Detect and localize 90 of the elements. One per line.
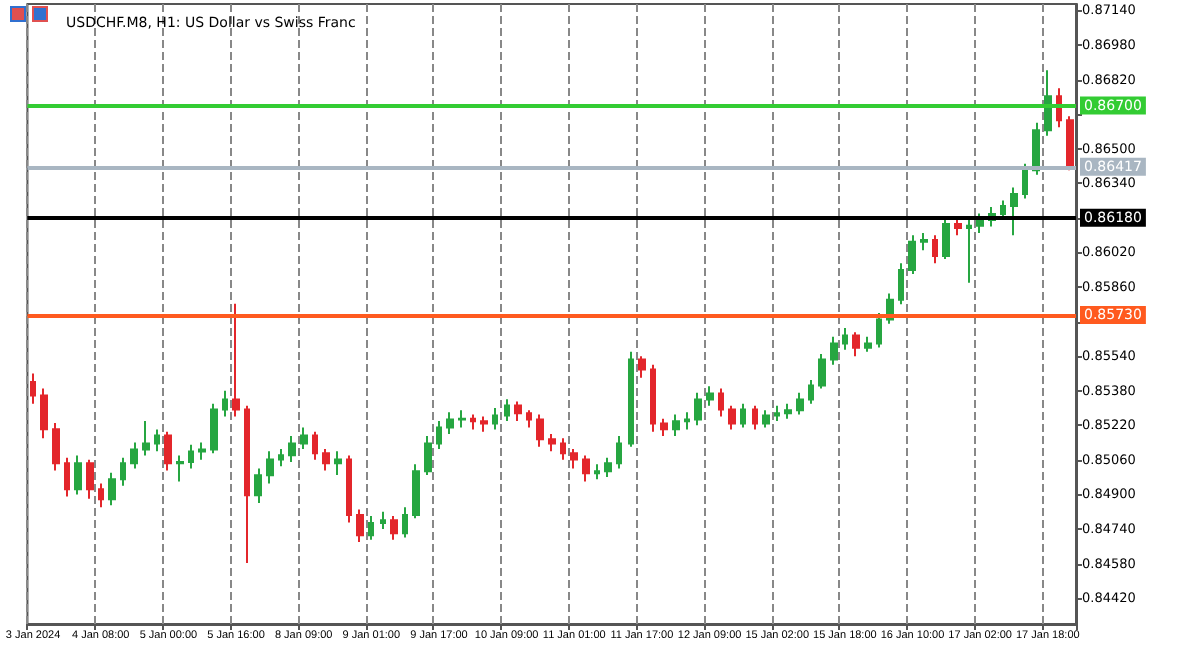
candlestick bbox=[762, 409, 770, 429]
candlestick bbox=[548, 432, 556, 453]
candlestick bbox=[718, 387, 724, 418]
candlestick bbox=[232, 302, 240, 418]
candlestick bbox=[492, 406, 498, 431]
candlestick bbox=[808, 378, 814, 405]
candlestick bbox=[1000, 199, 1006, 222]
candlestick bbox=[1044, 69, 1052, 137]
candlestick bbox=[446, 411, 454, 435]
candlestick bbox=[966, 219, 972, 284]
candlestick bbox=[830, 335, 838, 366]
candlestick bbox=[458, 409, 466, 429]
candlestick bbox=[40, 387, 48, 440]
candlestick bbox=[312, 430, 318, 461]
candlestick bbox=[86, 458, 94, 500]
candlestick bbox=[660, 417, 668, 438]
candlestick bbox=[536, 413, 544, 448]
candlestick bbox=[412, 463, 420, 520]
candlestick bbox=[130, 441, 138, 470]
candlestick bbox=[1066, 115, 1074, 172]
candlestick bbox=[504, 398, 510, 422]
candlestick bbox=[64, 456, 70, 498]
candlestick bbox=[898, 262, 904, 306]
candlestick bbox=[684, 411, 690, 431]
candlestick bbox=[560, 437, 566, 461]
candlestick bbox=[164, 430, 172, 472]
candlestick bbox=[932, 234, 938, 265]
candlestick bbox=[278, 448, 284, 468]
candlestick bbox=[784, 402, 792, 420]
candlestick bbox=[322, 448, 330, 472]
candlestick bbox=[254, 467, 262, 505]
candlestick bbox=[266, 450, 274, 485]
candlestick bbox=[740, 402, 746, 429]
candlestick bbox=[616, 435, 622, 470]
candlestick bbox=[842, 327, 848, 351]
candlestick bbox=[98, 482, 104, 509]
candlestick bbox=[526, 409, 532, 429]
candlestick bbox=[380, 510, 386, 530]
candlestick bbox=[954, 216, 962, 237]
candlestick bbox=[864, 335, 872, 353]
candlestick bbox=[300, 426, 308, 451]
candlestick bbox=[1010, 186, 1018, 237]
candlestick bbox=[694, 391, 702, 427]
candlestick bbox=[604, 456, 612, 479]
candlestick bbox=[120, 456, 126, 487]
candlestick bbox=[154, 428, 160, 453]
candlestick bbox=[74, 454, 82, 496]
candlestick bbox=[706, 385, 714, 407]
candlestick bbox=[30, 372, 36, 405]
candlestick bbox=[356, 508, 364, 543]
candlestick bbox=[346, 454, 352, 524]
candlestick bbox=[1032, 121, 1040, 176]
candlestick bbox=[514, 400, 522, 422]
candlestick bbox=[52, 422, 60, 472]
candlestick bbox=[108, 471, 116, 507]
candlestick bbox=[334, 450, 342, 476]
candlestick bbox=[210, 402, 218, 455]
candlestick bbox=[390, 514, 398, 541]
candlestick bbox=[244, 404, 250, 565]
candlestick bbox=[188, 443, 194, 470]
candlestick bbox=[222, 389, 228, 418]
candlestick bbox=[628, 350, 634, 448]
candlestick bbox=[976, 212, 984, 234]
candlestick bbox=[142, 419, 150, 457]
candlestick bbox=[876, 311, 882, 349]
candlestick bbox=[176, 454, 184, 483]
candlestick bbox=[908, 234, 916, 276]
candlestick bbox=[752, 404, 758, 431]
candlestick bbox=[198, 441, 206, 461]
candlestick bbox=[436, 419, 442, 451]
candlestick bbox=[728, 404, 736, 431]
candlestick bbox=[582, 454, 590, 483]
candlestick bbox=[796, 391, 804, 416]
candlestick bbox=[852, 331, 860, 358]
candlestick bbox=[638, 355, 646, 379]
candlestick bbox=[1022, 162, 1028, 200]
candlestick bbox=[570, 448, 578, 470]
candlestick bbox=[480, 415, 488, 433]
candlestick bbox=[920, 231, 928, 252]
candlestick bbox=[942, 216, 950, 260]
candlestick bbox=[672, 413, 680, 438]
candlestick bbox=[402, 506, 408, 539]
candlestick bbox=[818, 352, 826, 390]
candlestick bbox=[774, 404, 780, 422]
candlestick bbox=[594, 463, 600, 481]
candlestick bbox=[424, 435, 432, 476]
candlestick bbox=[650, 363, 656, 433]
candlestick bbox=[368, 514, 374, 541]
candlestick bbox=[288, 435, 296, 463]
candlestick bbox=[470, 413, 476, 431]
